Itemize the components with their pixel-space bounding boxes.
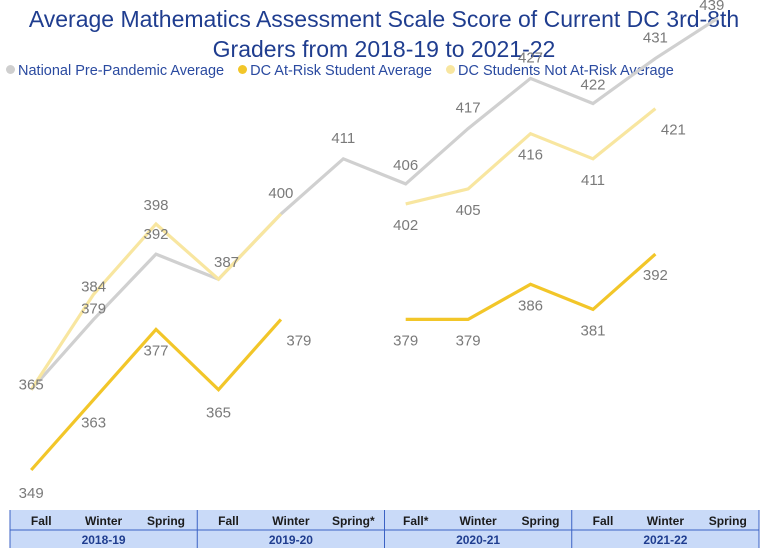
- legend-item-notatrisk: DC Students Not At-Risk Average: [446, 63, 674, 79]
- data-label-national-5: 411: [331, 130, 355, 147]
- legend-label-atrisk: DC At-Risk Student Average: [250, 63, 432, 79]
- data-label-national-1: 379: [81, 300, 106, 317]
- legend-marker-notatrisk: [446, 65, 456, 74]
- x-tick-label-11: Spring: [709, 514, 747, 528]
- x-tick-label-1: Winter: [85, 514, 123, 528]
- chart-title: Average Mathematics Assessment Scale Sco…: [0, 4, 768, 64]
- x-year-label-1: 2019-20: [269, 533, 313, 547]
- data-label-notatrisk-2: 398: [143, 197, 168, 214]
- legend-label-notatrisk: DC Students Not At-Risk Average: [458, 63, 674, 79]
- chart-title-line-2: Graders from 2018-19 to 2021-22: [212, 36, 556, 62]
- x-tick-label-4: Winter: [272, 514, 310, 528]
- legend-marker-atrisk: [238, 65, 248, 74]
- data-label-atrisk-0: 349: [19, 485, 44, 502]
- data-label-national-8: 427: [518, 49, 543, 66]
- data-label-national-2: 392: [143, 226, 168, 243]
- data-label-national-4: 400: [268, 185, 293, 202]
- data-label-atrisk-3: 365: [206, 405, 231, 422]
- x-tick-label-10: Winter: [647, 514, 685, 528]
- x-tick-label-0: Fall: [31, 514, 52, 528]
- series-line-atrisk-0: [30, 318, 283, 472]
- x-year-label-2: 2020-21: [456, 533, 500, 547]
- data-label-notatrisk-6: 402: [393, 217, 418, 234]
- data-label-national-3: 387: [214, 254, 239, 271]
- legend-label-national: National Pre-Pandemic Average: [18, 63, 225, 79]
- data-label-atrisk-2: 377: [143, 342, 168, 359]
- x-tick-label-8: Spring: [522, 514, 560, 528]
- x-year-label-3: 2021-22: [643, 533, 687, 547]
- x-tick-label-5: Spring*: [332, 514, 375, 528]
- data-label-atrisk-6: 379: [393, 332, 418, 349]
- data-label-atrisk-7: 379: [456, 332, 481, 349]
- legend-marker-national: [6, 65, 15, 74]
- legend-item-national: National Pre-Pandemic Average: [6, 63, 224, 79]
- data-label-notatrisk-8: 416: [518, 147, 543, 164]
- data-label-atrisk-9: 381: [580, 322, 605, 339]
- data-label-national-7: 417: [456, 100, 481, 117]
- data-label-atrisk-8: 386: [518, 297, 543, 314]
- chart-title-line-1: Average Mathematics Assessment Scale Sco…: [28, 6, 740, 32]
- data-label-notatrisk-9: 411: [581, 172, 605, 189]
- series-line-notatrisk-1: [405, 107, 657, 206]
- data-label-notatrisk-1: 384: [81, 278, 106, 295]
- series-line-notatrisk-0: [29, 212, 283, 391]
- data-label-notatrisk-7: 405: [456, 202, 481, 219]
- series-line-national-0: [30, 16, 719, 391]
- x-tick-label-2: Spring: [147, 514, 185, 528]
- x-tick-label-3: Fall: [218, 514, 239, 528]
- data-label-atrisk-1: 363: [81, 415, 106, 432]
- data-label-national-10: 431: [643, 29, 668, 46]
- data-label-atrisk-10: 392: [643, 267, 668, 284]
- legend: National Pre-Pandemic Average DC At-Risk…: [6, 63, 684, 79]
- x-tick-label-7: Winter: [459, 514, 497, 528]
- series-line-atrisk-1: [405, 252, 657, 321]
- data-label-national-9: 422: [580, 77, 605, 94]
- legend-item-atrisk: DC At-Risk Student Average: [238, 63, 432, 79]
- data-label-national-6: 406: [393, 157, 418, 174]
- data-label-national-0: 365: [19, 377, 44, 394]
- data-label-notatrisk-10: 421: [661, 122, 686, 139]
- data-label-atrisk-4: 379: [286, 332, 311, 349]
- x-tick-label-6: Fall*: [403, 514, 429, 528]
- data-label-national-11: 439: [699, 0, 724, 14]
- x-tick-label-9: Fall: [593, 514, 614, 528]
- x-year-label-0: 2018-19: [82, 533, 126, 547]
